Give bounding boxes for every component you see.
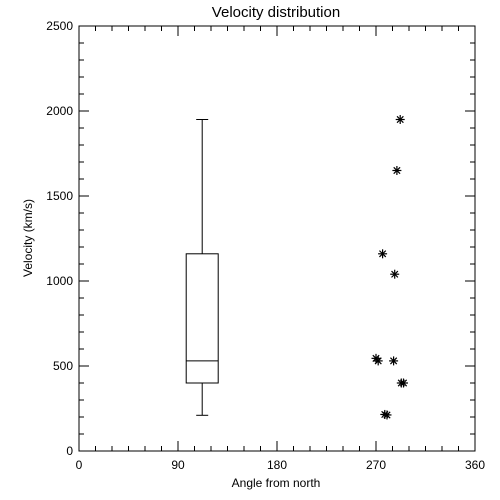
x-tick-label: 270	[366, 458, 386, 472]
data-point	[378, 249, 388, 259]
x-tick-label: 0	[76, 458, 83, 472]
box-plot	[185, 119, 219, 416]
data-point	[390, 269, 400, 279]
scatter-points	[371, 115, 408, 420]
y-tick-label: 1500	[46, 189, 73, 203]
x-axis-label: Angle from north	[232, 476, 321, 490]
y-tick-label: 0	[66, 444, 73, 458]
y-tick-label: 1000	[46, 274, 73, 288]
data-point	[392, 166, 402, 175]
y-axis-label: Velocity (km/s)	[21, 199, 35, 277]
data-point	[373, 356, 383, 366]
x-tick-label: 180	[267, 458, 287, 472]
y-tick-label: 2000	[46, 104, 73, 118]
x-tick-label: 360	[465, 458, 485, 472]
y-axis: 0 500 1000 1500 2000 2500	[46, 19, 475, 458]
data-point	[389, 356, 399, 366]
data-point	[382, 410, 392, 420]
plot-frame	[78, 25, 476, 452]
data-point	[396, 378, 406, 388]
chart-title: Velocity distribution	[212, 4, 340, 21]
y-tick-label: 500	[53, 359, 73, 373]
x-axis: 0 90 180 270 360	[76, 26, 485, 472]
data-point	[395, 115, 405, 124]
interquartile-box	[185, 253, 219, 384]
x-tick-label: 90	[171, 458, 185, 472]
y-tick-label: 2500	[46, 19, 73, 33]
